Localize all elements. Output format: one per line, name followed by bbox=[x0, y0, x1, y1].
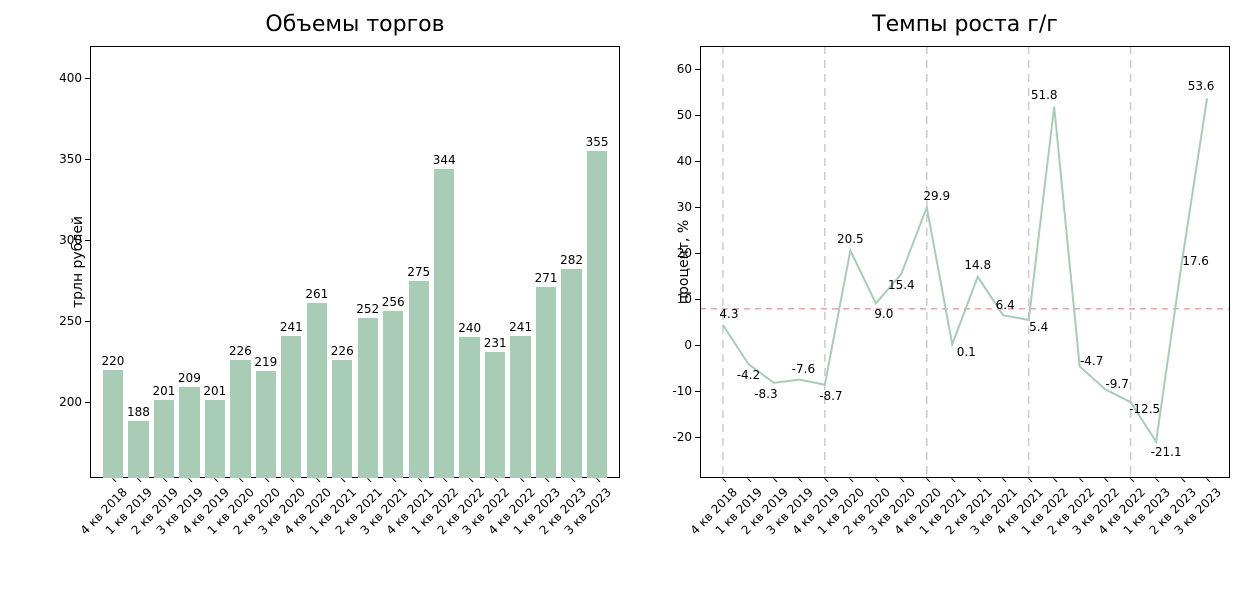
bar bbox=[561, 269, 581, 478]
bar-value-label: 219 bbox=[254, 355, 277, 369]
bar-value-label: 201 bbox=[203, 384, 226, 398]
line-value-label: -4.2 bbox=[737, 368, 760, 382]
line-value-label: 17.6 bbox=[1182, 254, 1209, 268]
line-value-label: -21.1 bbox=[1151, 445, 1182, 459]
line-value-label: 15.4 bbox=[888, 278, 915, 292]
bar-value-label: 271 bbox=[535, 271, 558, 285]
line-chart-ytick: 60 bbox=[677, 62, 700, 76]
line-chart-ytick: 40 bbox=[677, 154, 700, 168]
bar-value-label: 275 bbox=[407, 265, 430, 279]
line-chart-panel: Темпы роста г/г процент, % -20-100102030… bbox=[700, 46, 1230, 478]
bar bbox=[103, 370, 123, 478]
bar-value-label: 220 bbox=[101, 354, 124, 368]
bar bbox=[332, 360, 352, 478]
bar-chart-panel: Объемы торгов трлн рублей 20025030035040… bbox=[90, 46, 620, 478]
bar bbox=[179, 387, 199, 478]
line-value-label: -4.7 bbox=[1080, 354, 1103, 368]
bar-value-label: 226 bbox=[229, 344, 252, 358]
bar-value-label: 188 bbox=[127, 405, 150, 419]
bar bbox=[358, 318, 378, 478]
line-value-label: 5.4 bbox=[1029, 320, 1048, 334]
bar bbox=[154, 400, 174, 478]
bar bbox=[536, 287, 556, 478]
bar-value-label: 209 bbox=[178, 371, 201, 385]
line-value-label: -8.3 bbox=[754, 387, 777, 401]
bar-value-label: 240 bbox=[458, 321, 481, 335]
bar-value-label: 282 bbox=[560, 253, 583, 267]
line-chart-ytick: 20 bbox=[677, 246, 700, 260]
bar bbox=[434, 169, 454, 478]
bar-value-label: 261 bbox=[305, 287, 328, 301]
line-chart-ytick: -20 bbox=[672, 430, 700, 444]
figure: Объемы торгов трлн рублей 20025030035040… bbox=[0, 0, 1253, 593]
bar-chart-ylabel: трлн рублей bbox=[70, 216, 86, 308]
bar bbox=[459, 337, 479, 478]
bar-value-label: 252 bbox=[356, 302, 379, 316]
line-chart-ytick: 30 bbox=[677, 200, 700, 214]
bar-value-label: 355 bbox=[586, 135, 609, 149]
line-value-label: -9.7 bbox=[1105, 377, 1128, 391]
bar bbox=[587, 151, 607, 478]
bar bbox=[281, 336, 301, 478]
bar-value-label: 226 bbox=[331, 344, 354, 358]
line-value-label: -8.7 bbox=[819, 389, 842, 403]
line-value-label: 0.1 bbox=[957, 345, 976, 359]
line-value-label: 53.6 bbox=[1188, 79, 1215, 93]
line-value-label: 20.5 bbox=[837, 232, 864, 246]
bar-chart-ytick: 250 bbox=[59, 314, 90, 328]
line-value-label: -12.5 bbox=[1129, 402, 1160, 416]
bar bbox=[510, 336, 530, 478]
bar-chart-ytick: 300 bbox=[59, 233, 90, 247]
line-chart-ytick: 10 bbox=[677, 292, 700, 306]
bar-value-label: 241 bbox=[509, 320, 532, 334]
bar bbox=[256, 371, 276, 478]
bar-chart-title: Объемы торгов bbox=[90, 12, 620, 37]
line-chart-ytick: -10 bbox=[672, 384, 700, 398]
bar bbox=[307, 303, 327, 478]
line-value-label: 6.4 bbox=[996, 298, 1015, 312]
line-chart-ytick: 50 bbox=[677, 108, 700, 122]
bar-value-label: 231 bbox=[484, 336, 507, 350]
bar bbox=[409, 281, 429, 478]
bar-chart-ytick: 400 bbox=[59, 71, 90, 85]
line-chart-ytick: 0 bbox=[684, 338, 700, 352]
bar-value-label: 201 bbox=[152, 384, 175, 398]
line-value-label: 14.8 bbox=[964, 258, 991, 272]
bar-chart-svg bbox=[90, 46, 390, 196]
line-value-label: -7.6 bbox=[792, 362, 815, 376]
bar bbox=[383, 311, 403, 478]
bar bbox=[128, 421, 148, 478]
bar bbox=[205, 400, 225, 478]
bar-chart-ytick: 200 bbox=[59, 395, 90, 409]
bar bbox=[230, 360, 250, 478]
bar-value-label: 241 bbox=[280, 320, 303, 334]
line-value-label: 29.9 bbox=[923, 189, 950, 203]
bar-value-label: 344 bbox=[433, 153, 456, 167]
line-chart-title: Темпы роста г/г bbox=[700, 12, 1230, 37]
bar-chart-ytick: 350 bbox=[59, 152, 90, 166]
line-value-label: 51.8 bbox=[1031, 88, 1058, 102]
bar-value-label: 256 bbox=[382, 295, 405, 309]
line-value-label: 9.0 bbox=[874, 307, 893, 321]
bar bbox=[485, 352, 505, 478]
line-value-label: 4.3 bbox=[719, 307, 738, 321]
